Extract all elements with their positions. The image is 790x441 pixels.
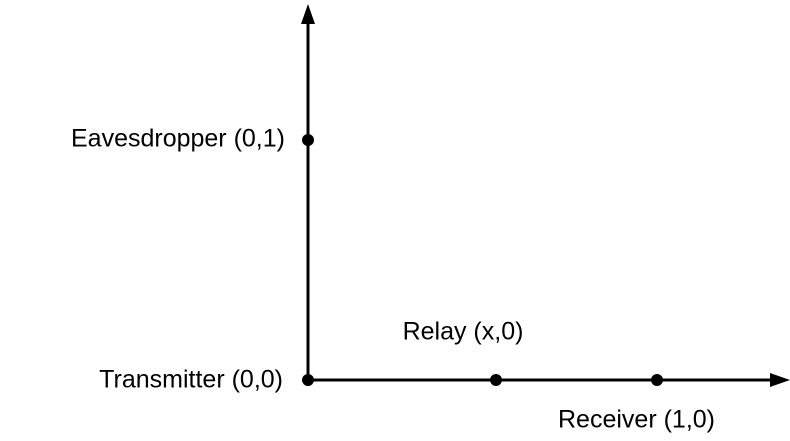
transmitter-node [302,374,314,386]
vertical-arrowhead [301,4,315,24]
receiver-node [651,374,663,386]
receiver-label: Receiver (1,0) [558,406,715,434]
eavesdropper-label: Eavesdropper (0,1) [71,125,285,153]
relay-label: Relay (x,0) [403,318,524,346]
eavesdropper-node [302,134,314,146]
transmitter-label: Transmitter (0,0) [99,366,283,394]
horizontal-arrowhead [770,373,790,387]
relay-node [490,374,502,386]
